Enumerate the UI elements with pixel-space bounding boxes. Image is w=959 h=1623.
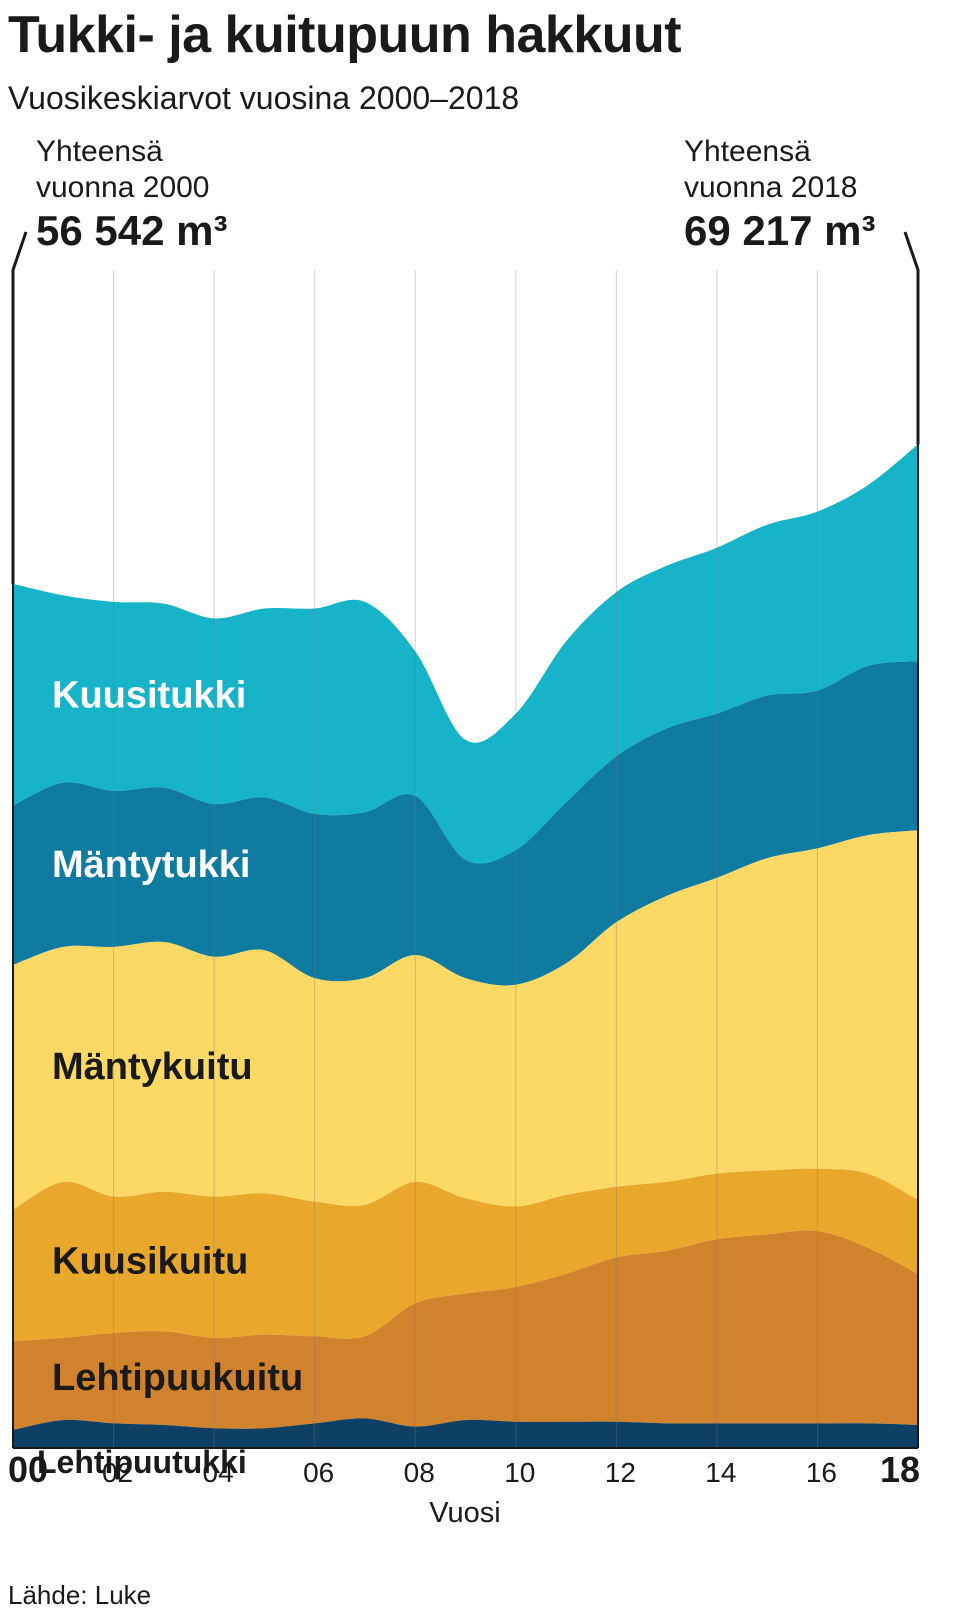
series-label-kuusikuitu: Kuusikuitu [52,1241,248,1283]
series-area-kuusitukki [13,444,918,864]
chart-subtitle: Vuosikeskiarvot vuosina 2000–2018 [8,80,520,116]
chart-title: Tukki- ja kuitupuun hakkuut [8,6,682,64]
x-tick-label: 10 [504,1457,535,1488]
series-label-mäntykuitu: Mäntykuitu [52,1046,253,1088]
bracket-right [903,231,920,445]
series-labels: Lehtipuutukki Lehtipuukuitu Kuusikuitu Mänt… [37,675,303,1480]
total-2018-label-line2: vuonna 2018 [684,171,858,204]
x-axis-label: Vuosi [429,1497,500,1529]
total-2018-label-line1: Yhteensä [684,135,811,168]
series-label-lehtipuutukki: Lehtipuutukki [37,1444,247,1480]
series-area-mäntytukki [13,661,918,986]
x-tick-label: 04 [203,1457,234,1488]
x-axis-ticks: 00 02 04 06 08 10 12 14 16 18 [8,1449,920,1490]
total-2018: Yhteensä vuonna 2018 69 217 m³ [684,134,875,256]
x-tick-label: 14 [705,1457,736,1488]
series-label-lehtipuukuitu: Lehtipuukuitu [52,1357,303,1399]
source-note: Lähde: Luke [8,1580,152,1610]
series-area-lehtipuutukki [13,1418,918,1448]
series-area-lehtipuukuitu [13,1230,918,1430]
x-tick-label: 18 [880,1449,920,1490]
bracket-left [11,231,28,584]
total-2018-value: 69 217 m³ [684,207,876,254]
series-area-kuusikuitu [13,1168,918,1342]
series-label-mäntytukki: Mäntytukki [52,844,250,886]
x-tick-label: 02 [102,1457,133,1488]
total-brackets [11,231,920,584]
series-area-mäntykuitu [13,830,918,1210]
x-tick-label: 12 [605,1457,636,1488]
stream-areas [13,444,918,1448]
x-tick-label: 00 [8,1449,48,1490]
x-tick-label: 16 [806,1457,837,1488]
total-2000: Yhteensä vuonna 2000 56 542 m³ [36,134,227,256]
series-label-kuusitukki: Kuusitukki [52,675,246,717]
total-2000-label-line1: Yhteensä [36,135,163,168]
total-2000-value: 56 542 m³ [36,207,228,254]
x-tick-label: 08 [404,1457,435,1488]
x-tick-label: 06 [303,1457,334,1488]
total-2000-label-line2: vuonna 2000 [36,171,210,204]
